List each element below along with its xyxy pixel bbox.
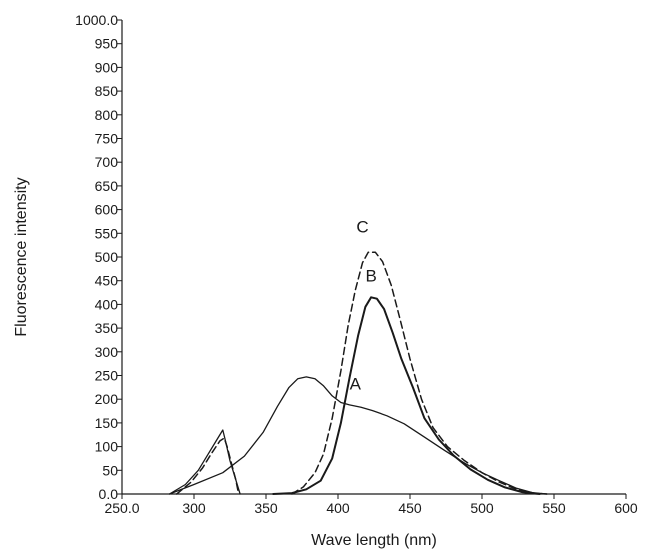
series-label-c: C: [356, 217, 368, 236]
y-tick-label: 950: [95, 36, 119, 52]
y-tick-label: 700: [95, 154, 119, 170]
y-tick-label: 200: [95, 391, 119, 407]
y-tick-label: 1000.0: [75, 12, 118, 28]
x-tick-label: 550: [542, 500, 566, 516]
y-tick-label: 350: [95, 320, 119, 336]
y-tick-label: 750: [95, 131, 119, 147]
y-tick-label: 50: [102, 462, 118, 478]
x-tick-label: 250.0: [104, 500, 139, 516]
y-tick-label: 900: [95, 59, 119, 75]
y-axis-label: Fluorescence intensity: [13, 177, 30, 336]
y-tick-label: 500: [95, 249, 119, 265]
x-tick-label: 600: [614, 500, 638, 516]
y-tick-label: 0.0: [99, 486, 119, 502]
y-tick-label: 150: [95, 415, 119, 431]
y-tick-label: 300: [95, 344, 119, 360]
y-tick-label: 800: [95, 107, 119, 123]
series-label-a: A: [350, 375, 362, 394]
y-tick-label: 650: [95, 178, 119, 194]
x-axis-label: Wave length (nm): [311, 532, 437, 549]
y-tick-label: 250: [95, 368, 119, 384]
y-tick-label: 550: [95, 225, 119, 241]
x-tick-label: 350: [254, 500, 278, 516]
y-tick-label: 450: [95, 273, 119, 289]
annotation-layer: A B C: [350, 217, 377, 393]
x-tick-label: 450: [398, 500, 422, 516]
y-tick-label: 850: [95, 83, 119, 99]
series-label-b: B: [365, 267, 376, 286]
series-line-peak-4: [175, 437, 240, 495]
y-tick-label: 400: [95, 296, 119, 312]
series-line-b: [272, 296, 541, 495]
y-tick-label: 100: [95, 439, 119, 455]
series-layer: [168, 251, 548, 495]
y-tick-label: 600: [95, 202, 119, 218]
x-tick-label: 300: [182, 500, 206, 516]
series-line-peak-3: [168, 429, 241, 495]
ticks: 0.0 50 100 150 200 250 300 350 400 450 500 550 600 65…: [75, 12, 638, 516]
x-tick-label: 500: [470, 500, 494, 516]
x-tick-label: 400: [326, 500, 350, 516]
axes: [121, 20, 626, 495]
series-line-c: [291, 251, 548, 495]
